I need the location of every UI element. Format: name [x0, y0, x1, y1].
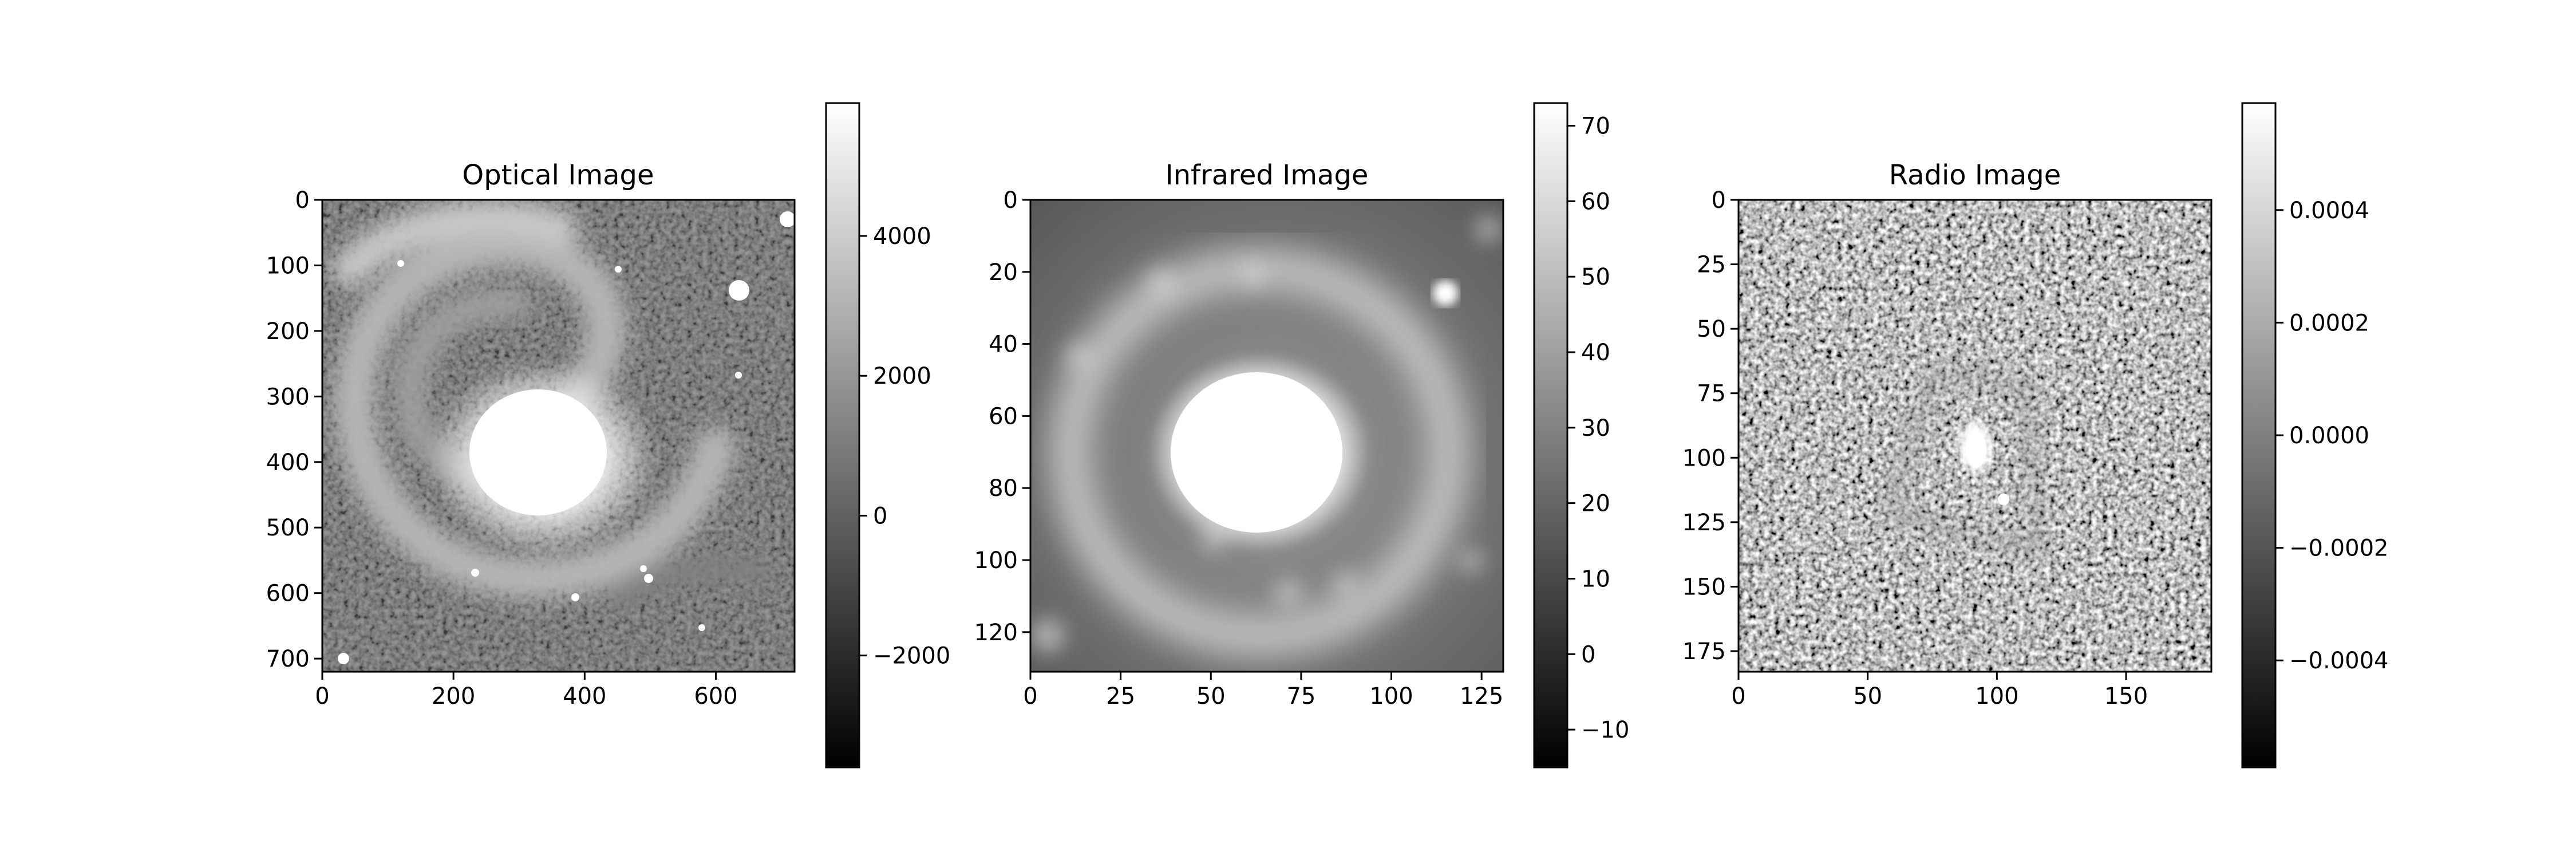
y-tick-label: 500	[266, 515, 310, 541]
x-tick-label: 0	[1023, 683, 1037, 710]
colorbar-ticks: −2000 0 2000 4000	[859, 223, 950, 669]
colorbar-tick-label: 20	[1581, 491, 1610, 517]
x-tick-label: 25	[1106, 683, 1135, 710]
x-tick-label: 50	[1196, 683, 1226, 710]
colorbar-tick-label: 30	[1581, 415, 1610, 442]
colorbar-tick-label: −0.0002	[2289, 535, 2388, 562]
colorbar-tick-label: 70	[1581, 113, 1610, 140]
y-tick-label: 100	[266, 253, 310, 279]
colorbar-tick-label: 10	[1581, 566, 1610, 592]
y-tick-label: 200	[266, 318, 310, 345]
x-tick-label: 75	[1286, 683, 1315, 710]
colorbar-tick-label: 0.0000	[2289, 423, 2369, 449]
x-tick-label: 200	[432, 683, 475, 710]
infrared-panel: Infrared Image 0 25 50 75 100 125 02	[974, 102, 1629, 769]
x-ticks: 0 50 100 150	[1731, 672, 2148, 710]
y-ticks: 0 100 200 300 400 500 600 700	[266, 187, 322, 672]
y-tick-label: 50	[1697, 316, 1726, 342]
y-tick-label: 150	[1682, 574, 1726, 600]
panel-title: Radio Image	[1889, 159, 2061, 191]
optical-panel: Optical Image	[266, 102, 950, 769]
y-tick-label: 0	[1003, 187, 1018, 214]
colorbar	[2242, 103, 2275, 767]
y-tick-label: 0	[295, 187, 310, 214]
y-tick-label: 100	[1682, 445, 1726, 471]
y-tick-label: 125	[1682, 510, 1726, 536]
y-tick-label: 40	[989, 332, 1018, 358]
x-tick-label: 0	[1731, 683, 1745, 710]
y-tick-label: 20	[989, 259, 1018, 286]
colorbar-tick-label: 4000	[873, 223, 931, 250]
x-tick-label: 100	[1975, 683, 2018, 710]
colorbar-tick-label: 0	[873, 503, 887, 529]
y-tick-label: 100	[974, 547, 1018, 574]
y-ticks: 0 25 50 75 100 125 150 175	[1682, 187, 1739, 665]
colorbar-tick-label: 0.0002	[2289, 310, 2369, 336]
colorbar-tick-label: 40	[1581, 340, 1610, 366]
y-tick-label: 75	[1697, 381, 1726, 407]
colorbar-tick-label: −2000	[873, 643, 950, 669]
colorbar	[826, 103, 859, 767]
y-tick-label: 300	[266, 384, 310, 410]
y-tick-label: 80	[989, 475, 1018, 502]
y-tick-label: 600	[266, 581, 310, 607]
y-tick-label: 0	[1712, 187, 1726, 214]
x-ticks: 0 200 400 600	[315, 672, 738, 710]
infrared-image	[1030, 200, 1503, 672]
radio-image	[1739, 200, 2211, 672]
colorbar	[1534, 103, 1567, 767]
optical-image	[322, 200, 795, 672]
panel-title: Infrared Image	[1165, 159, 1369, 191]
colorbar-tick-label: 0	[1581, 641, 1595, 668]
colorbar-tick-label: −10	[1581, 717, 1629, 743]
y-tick-label: 175	[1682, 639, 1726, 665]
colorbar-tick-label: 60	[1581, 188, 1610, 215]
colorbar-tick-label: −0.0004	[2289, 648, 2388, 674]
colorbar-tick-label: 0.0004	[2289, 198, 2369, 224]
colorbar-tick-label: 50	[1581, 264, 1610, 290]
x-tick-label: 100	[1369, 683, 1413, 710]
x-tick-label: 150	[2104, 683, 2148, 710]
y-tick-label: 25	[1697, 252, 1726, 278]
x-tick-label: 0	[315, 683, 329, 710]
x-tick-label: 50	[1853, 683, 1882, 710]
x-tick-label: 125	[1460, 683, 1503, 710]
colorbar-ticks: −0.0004 −0.0002 0.0000 0.0002 0.0004	[2275, 198, 2388, 674]
y-ticks: 0 20 40 60 80 100 120	[974, 187, 1030, 646]
y-tick-label: 120	[974, 620, 1018, 646]
x-tick-label: 400	[563, 683, 606, 710]
panel-title: Optical Image	[462, 159, 654, 191]
x-ticks: 0 25 50 75 100 125	[1023, 672, 1503, 710]
colorbar-tick-label: 2000	[873, 363, 931, 389]
colorbar-ticks: −10 0 10 20 30 40 50 60 70	[1567, 113, 1629, 743]
y-tick-label: 400	[266, 450, 310, 476]
y-tick-label: 700	[266, 646, 310, 672]
radio-panel: Radio Image 0 50 100 150 0 25 50 75 100 125 150 17…	[1682, 102, 2388, 769]
x-tick-label: 600	[694, 683, 737, 710]
y-tick-label: 60	[989, 403, 1018, 430]
